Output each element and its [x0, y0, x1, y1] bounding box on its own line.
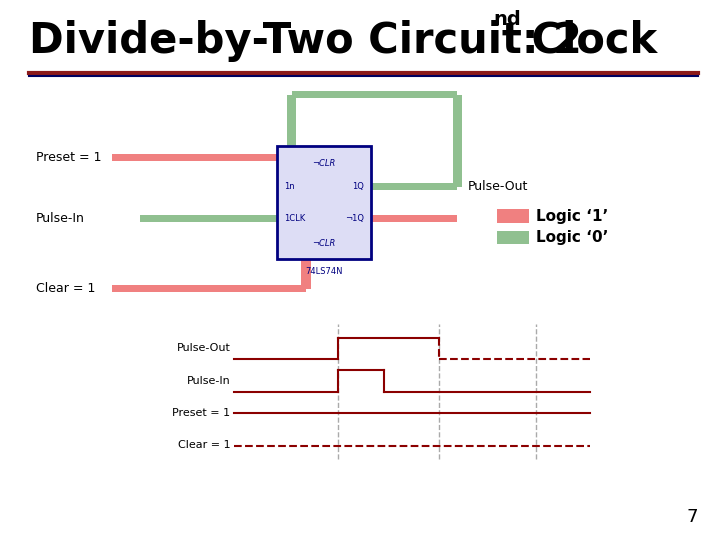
Text: Logic ‘0’: Logic ‘0’: [536, 230, 609, 245]
Text: 1Q: 1Q: [352, 182, 364, 191]
Bar: [497, 209, 529, 222]
Bar: [287, 94, 297, 146]
Text: Clock: Clock: [517, 19, 657, 62]
Text: Pulse-In: Pulse-In: [186, 376, 230, 386]
Bar: [371, 183, 457, 190]
Text: 1n: 1n: [284, 182, 295, 191]
Text: Pulse-Out: Pulse-Out: [176, 343, 230, 353]
Bar: [292, 91, 457, 98]
Bar: [301, 259, 311, 289]
Text: Logic ‘1’: Logic ‘1’: [536, 208, 608, 224]
Text: 74LS74N: 74LS74N: [305, 267, 343, 276]
Text: nd: nd: [493, 10, 521, 30]
Text: ¬1Q: ¬1Q: [345, 214, 364, 223]
Text: 7: 7: [687, 509, 698, 526]
Text: Divide-by-Two Circuit: 2: Divide-by-Two Circuit: 2: [29, 19, 582, 62]
Bar: [287, 146, 297, 157]
Bar: [453, 94, 462, 187]
Text: Pulse-Out: Pulse-Out: [468, 180, 528, 193]
Text: 1CLK: 1CLK: [284, 214, 306, 223]
Text: ¬CLR: ¬CLR: [312, 239, 336, 248]
Bar: [277, 146, 371, 259]
Bar: [112, 285, 306, 293]
Bar: [497, 231, 529, 244]
Bar: [371, 215, 457, 222]
Text: ¬CLR: ¬CLR: [312, 159, 336, 168]
Text: Clear = 1: Clear = 1: [178, 441, 230, 450]
Text: Pulse-In: Pulse-In: [36, 212, 85, 225]
Text: Clear = 1: Clear = 1: [36, 282, 95, 295]
Text: Preset = 1: Preset = 1: [36, 151, 102, 164]
Text: Preset = 1: Preset = 1: [172, 408, 230, 418]
Bar: [140, 215, 277, 222]
Bar: [112, 153, 292, 160]
